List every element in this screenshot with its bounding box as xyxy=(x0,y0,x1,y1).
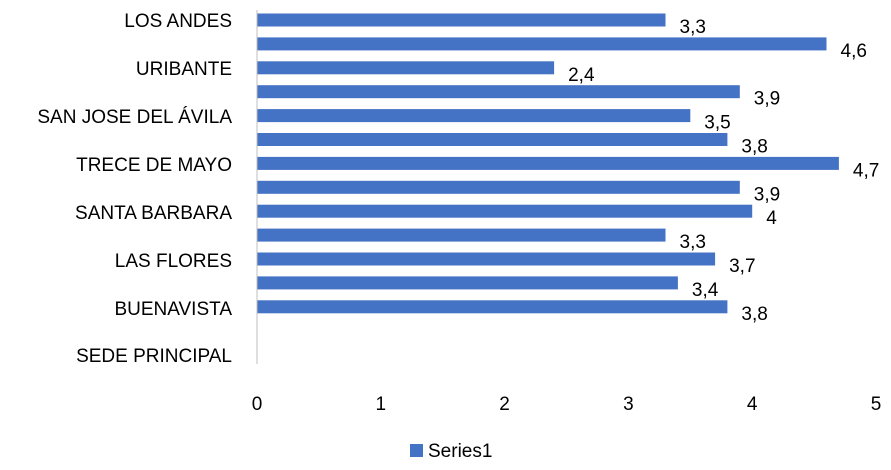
data-label: 4 xyxy=(766,208,777,229)
legend-label: Series1 xyxy=(428,441,492,462)
bar xyxy=(257,204,753,218)
category-label: LOS ANDES xyxy=(124,11,232,32)
data-label: 3,3 xyxy=(680,232,706,253)
bar xyxy=(257,85,740,99)
x-tick-labels-group: 0 1 2 3 4 5 xyxy=(252,394,882,415)
category-label: SAN JOSE DEL ÁVILA xyxy=(37,107,232,128)
bar xyxy=(257,61,555,75)
bar xyxy=(257,228,666,242)
data-label: 4,6 xyxy=(841,41,867,62)
bar xyxy=(257,156,839,170)
category-label: TRECE DE MAYO xyxy=(76,155,232,176)
data-label: 3,4 xyxy=(692,280,719,301)
category-label: SANTA BARBARA xyxy=(75,203,232,224)
bars-group xyxy=(257,13,839,314)
bar xyxy=(257,133,728,146)
bar xyxy=(257,300,728,314)
category-labels-group: LOS ANDES URIBANTE SAN JOSE DEL ÁVILA TRECE… xyxy=(37,11,232,367)
bar xyxy=(257,276,678,290)
data-label: 3,9 xyxy=(754,184,780,205)
data-label: 4,7 xyxy=(853,160,879,181)
data-label: 3,7 xyxy=(729,256,755,277)
data-labels-group: 3,3 4,6 2,4 3,9 3,5 3,8 4,7 3,9 4 3,3 3,7 3,4 3,8 xyxy=(568,17,879,325)
x-tick-label: 2 xyxy=(499,394,510,415)
data-label: 3,3 xyxy=(680,17,706,38)
data-label: 2,4 xyxy=(568,65,595,86)
x-tick-label: 1 xyxy=(376,394,387,415)
data-label: 3,8 xyxy=(741,304,767,325)
bar xyxy=(257,109,691,123)
bar xyxy=(257,180,740,194)
category-label: SEDE PRINCIPAL xyxy=(76,346,232,367)
data-label: 3,9 xyxy=(754,89,780,110)
data-label: 3,8 xyxy=(741,137,767,158)
category-label: URIBANTE xyxy=(136,59,232,80)
x-tick-label: 3 xyxy=(623,394,634,415)
legend: Series1 xyxy=(410,441,492,462)
x-tick-label: 4 xyxy=(747,394,758,415)
category-label: BUENAVISTA xyxy=(114,299,232,320)
x-tick-label: 0 xyxy=(252,394,263,415)
category-label: LAS FLORES xyxy=(115,251,232,272)
x-tick-label: 5 xyxy=(871,394,882,415)
data-label: 3,5 xyxy=(704,113,730,134)
bar xyxy=(257,37,827,51)
bar xyxy=(257,13,666,27)
legend-swatch xyxy=(410,444,423,457)
bar xyxy=(257,252,716,266)
